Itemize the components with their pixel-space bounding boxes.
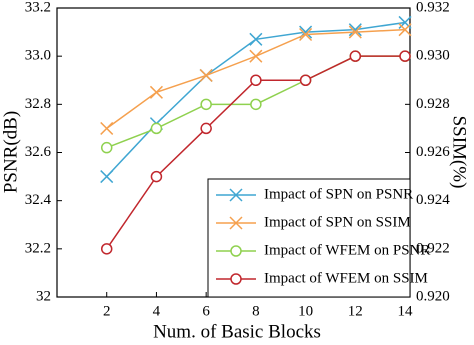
x-tick-label: 2 (103, 303, 111, 319)
legend-label: Impact of SPN on PSNR (264, 186, 413, 202)
y-axis-label: PSNR(dB) (0, 111, 21, 193)
y-tick-label: 32.8 (25, 96, 51, 112)
x-tick-label: 8 (252, 303, 260, 319)
y-tick-label: 33.0 (25, 48, 51, 64)
marker (348, 23, 362, 37)
marker (199, 68, 213, 82)
marker (250, 74, 262, 86)
y-tick-label: 32 (36, 288, 51, 304)
marker (149, 85, 163, 99)
marker (150, 170, 163, 183)
legend: Impact of SPN on PSNR Impact of SPN on SS… (207, 178, 430, 298)
marker (100, 141, 113, 154)
legend-box (207, 178, 411, 298)
y2-tick-label: 0.930 (416, 48, 450, 64)
y2-tick-label: 0.926 (416, 144, 450, 160)
marker (200, 122, 212, 135)
marker (399, 50, 411, 62)
y2-tick-label: 0.920 (416, 288, 450, 304)
y2-axis-label: SSIM(%) (449, 116, 470, 189)
marker (150, 122, 163, 135)
marker (229, 216, 243, 230)
x-tick-label: 14 (398, 303, 414, 319)
y-tick-label: 32.6 (25, 144, 52, 160)
y2-tick-label: 0.924 (416, 192, 450, 208)
x-tick-label: 6 (202, 303, 210, 319)
y2-tick-label: 0.922 (416, 240, 450, 256)
marker (200, 98, 212, 111)
marker (299, 74, 312, 86)
x-axis-label: Num. of Basic Blocks (153, 321, 321, 342)
marker (100, 170, 114, 184)
marker (349, 50, 362, 62)
x-tick-label: 12 (348, 303, 363, 319)
marker (299, 27, 313, 42)
marker (229, 188, 243, 202)
marker (100, 243, 113, 255)
marker (250, 98, 262, 111)
marker (348, 25, 362, 39)
marker (230, 273, 242, 285)
marker (230, 245, 242, 257)
legend-label: Impact of WFEM on SSIM (264, 270, 428, 286)
y-tick-label: 32.2 (25, 240, 51, 256)
y-tick-label: 32.4 (25, 192, 52, 208)
y2-tick-label: 0.932 (416, 0, 450, 15)
legend-label: Impact of SPN on SSIM (264, 214, 411, 230)
x-tick-label: 10 (298, 303, 313, 319)
legend-label: Impact of WFEM on PSNR (264, 242, 430, 258)
y2-tick-label: 0.928 (416, 96, 450, 112)
marker (249, 32, 263, 46)
y-tick-label: 33.2 (25, 0, 51, 15)
marker (249, 49, 263, 63)
marker (398, 23, 412, 37)
x-tick-label: 4 (153, 303, 161, 319)
marker (100, 121, 114, 135)
